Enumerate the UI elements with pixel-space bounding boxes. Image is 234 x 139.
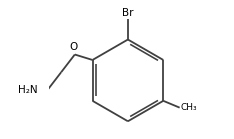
Text: Br: Br	[122, 8, 134, 18]
Text: CH₃: CH₃	[181, 103, 198, 112]
Text: H₂N: H₂N	[18, 85, 38, 95]
Text: O: O	[69, 42, 77, 52]
